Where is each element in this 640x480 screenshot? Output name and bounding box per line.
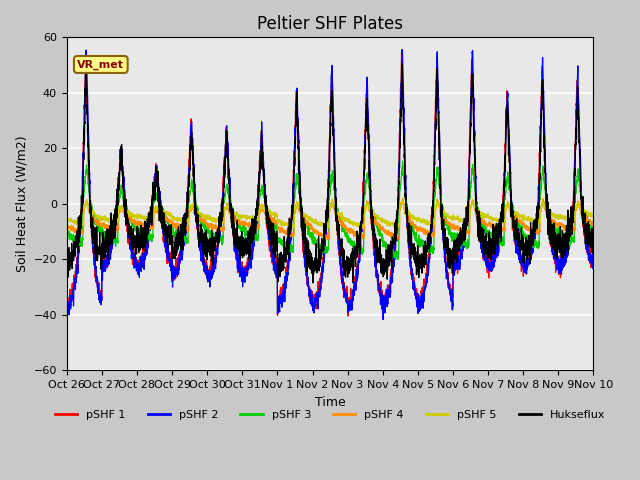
pSHF 2	[398, 47, 406, 52]
Hukseflux	[390, 241, 398, 247]
pSHF 4	[176, 225, 184, 231]
Legend: pSHF 1, pSHF 2, pSHF 3, pSHF 4, pSHF 5, Hukseflux: pSHF 1, pSHF 2, pSHF 3, pSHF 4, pSHF 5, …	[51, 406, 610, 425]
pSHF 4	[357, 237, 365, 243]
Line: Hukseflux: Hukseflux	[67, 64, 593, 283]
pSHF 2	[210, 269, 218, 275]
Hukseflux	[589, 246, 597, 252]
Text: VR_met: VR_met	[77, 60, 124, 70]
Title: Peltier SHF Plates: Peltier SHF Plates	[257, 15, 403, 33]
pSHF 3	[540, 169, 547, 175]
Hukseflux	[398, 61, 406, 67]
pSHF 3	[589, 229, 597, 235]
pSHF 3	[63, 230, 70, 236]
pSHF 3	[390, 250, 398, 256]
pSHF 1	[176, 257, 184, 263]
pSHF 3	[394, 257, 401, 263]
pSHF 5	[391, 222, 399, 228]
Line: pSHF 3: pSHF 3	[67, 161, 593, 260]
pSHF 4	[390, 232, 398, 238]
pSHF 5	[83, 197, 91, 203]
pSHF 2	[176, 261, 184, 266]
Hukseflux	[309, 280, 317, 286]
Hukseflux	[381, 269, 389, 275]
pSHF 5	[176, 215, 184, 221]
pSHF 3	[399, 158, 406, 164]
pSHF 1	[210, 252, 218, 258]
pSHF 4	[210, 223, 218, 228]
pSHF 2	[390, 244, 398, 250]
pSHF 1	[397, 50, 405, 56]
pSHF 1	[381, 299, 389, 304]
pSHF 5	[589, 213, 597, 219]
Hukseflux	[589, 244, 597, 250]
pSHF 2	[380, 317, 387, 323]
Y-axis label: Soil Heat Flux (W/m2): Soil Heat Flux (W/m2)	[15, 135, 28, 272]
pSHF 4	[589, 221, 597, 227]
pSHF 3	[176, 231, 184, 237]
pSHF 2	[381, 303, 389, 309]
pSHF 3	[210, 231, 218, 237]
pSHF 2	[589, 262, 597, 267]
pSHF 1	[63, 294, 70, 300]
pSHF 4	[381, 227, 389, 232]
pSHF 5	[210, 216, 218, 222]
pSHF 4	[63, 223, 70, 229]
pSHF 1	[344, 313, 352, 319]
Line: pSHF 1: pSHF 1	[67, 53, 593, 316]
pSHF 1	[589, 258, 597, 264]
Hukseflux	[176, 243, 184, 249]
pSHF 1	[390, 242, 398, 248]
pSHF 5	[359, 226, 367, 232]
pSHF 2	[540, 89, 547, 95]
pSHF 4	[540, 198, 547, 204]
pSHF 5	[540, 203, 547, 208]
Line: pSHF 4: pSHF 4	[67, 198, 593, 240]
pSHF 1	[589, 260, 597, 265]
X-axis label: Time: Time	[315, 396, 346, 408]
pSHF 5	[63, 216, 70, 222]
pSHF 2	[63, 304, 70, 310]
Hukseflux	[63, 263, 70, 268]
Line: pSHF 5: pSHF 5	[67, 200, 593, 229]
pSHF 1	[540, 113, 547, 119]
pSHF 4	[399, 195, 406, 201]
pSHF 5	[381, 218, 389, 224]
pSHF 2	[589, 263, 597, 268]
Hukseflux	[540, 125, 547, 131]
pSHF 3	[381, 242, 389, 248]
Hukseflux	[210, 240, 218, 246]
pSHF 5	[589, 212, 597, 217]
pSHF 4	[589, 218, 597, 224]
Line: pSHF 2: pSHF 2	[67, 49, 593, 320]
pSHF 3	[589, 226, 597, 232]
